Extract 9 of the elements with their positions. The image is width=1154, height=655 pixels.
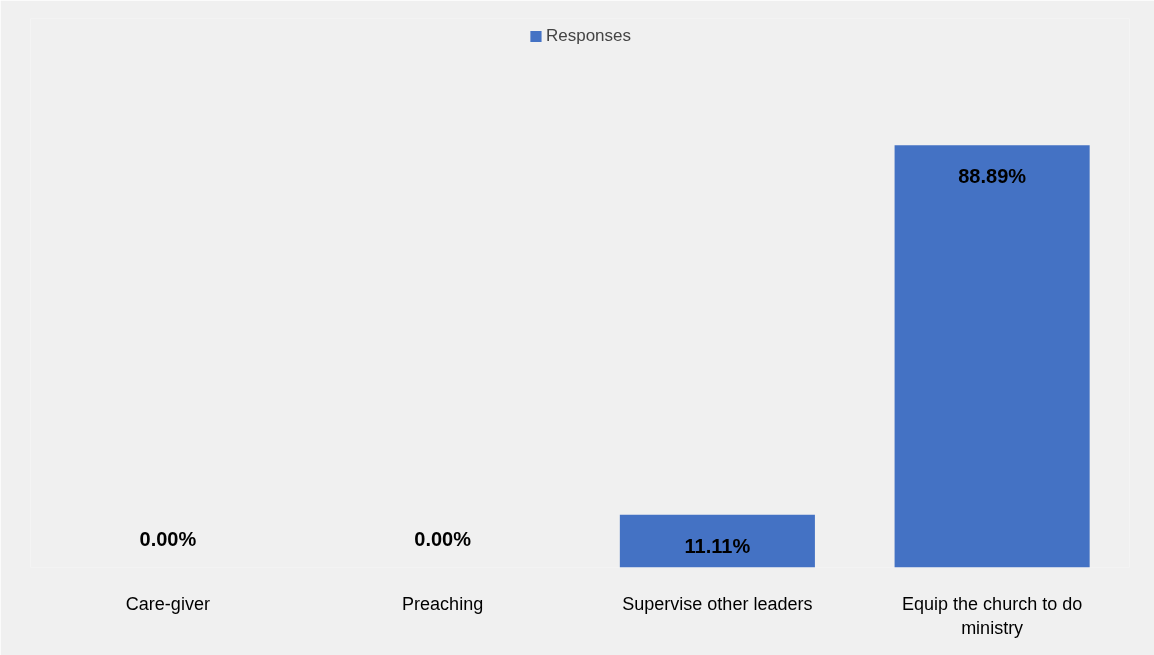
- data-label: 0.00%: [414, 527, 472, 550]
- x-tick-label: Care-giver: [125, 593, 210, 614]
- data-label: 11.11%: [684, 534, 751, 557]
- data-label: 0.00%: [139, 527, 197, 550]
- legend-label: Responses: [545, 26, 632, 46]
- x-tick-label: Equip the church to do ministry: [902, 593, 1083, 638]
- x-tick-label: Preaching: [402, 593, 484, 614]
- data-label: 88.89%: [958, 165, 1027, 188]
- x-tick-label: Supervise other leaders: [622, 593, 813, 614]
